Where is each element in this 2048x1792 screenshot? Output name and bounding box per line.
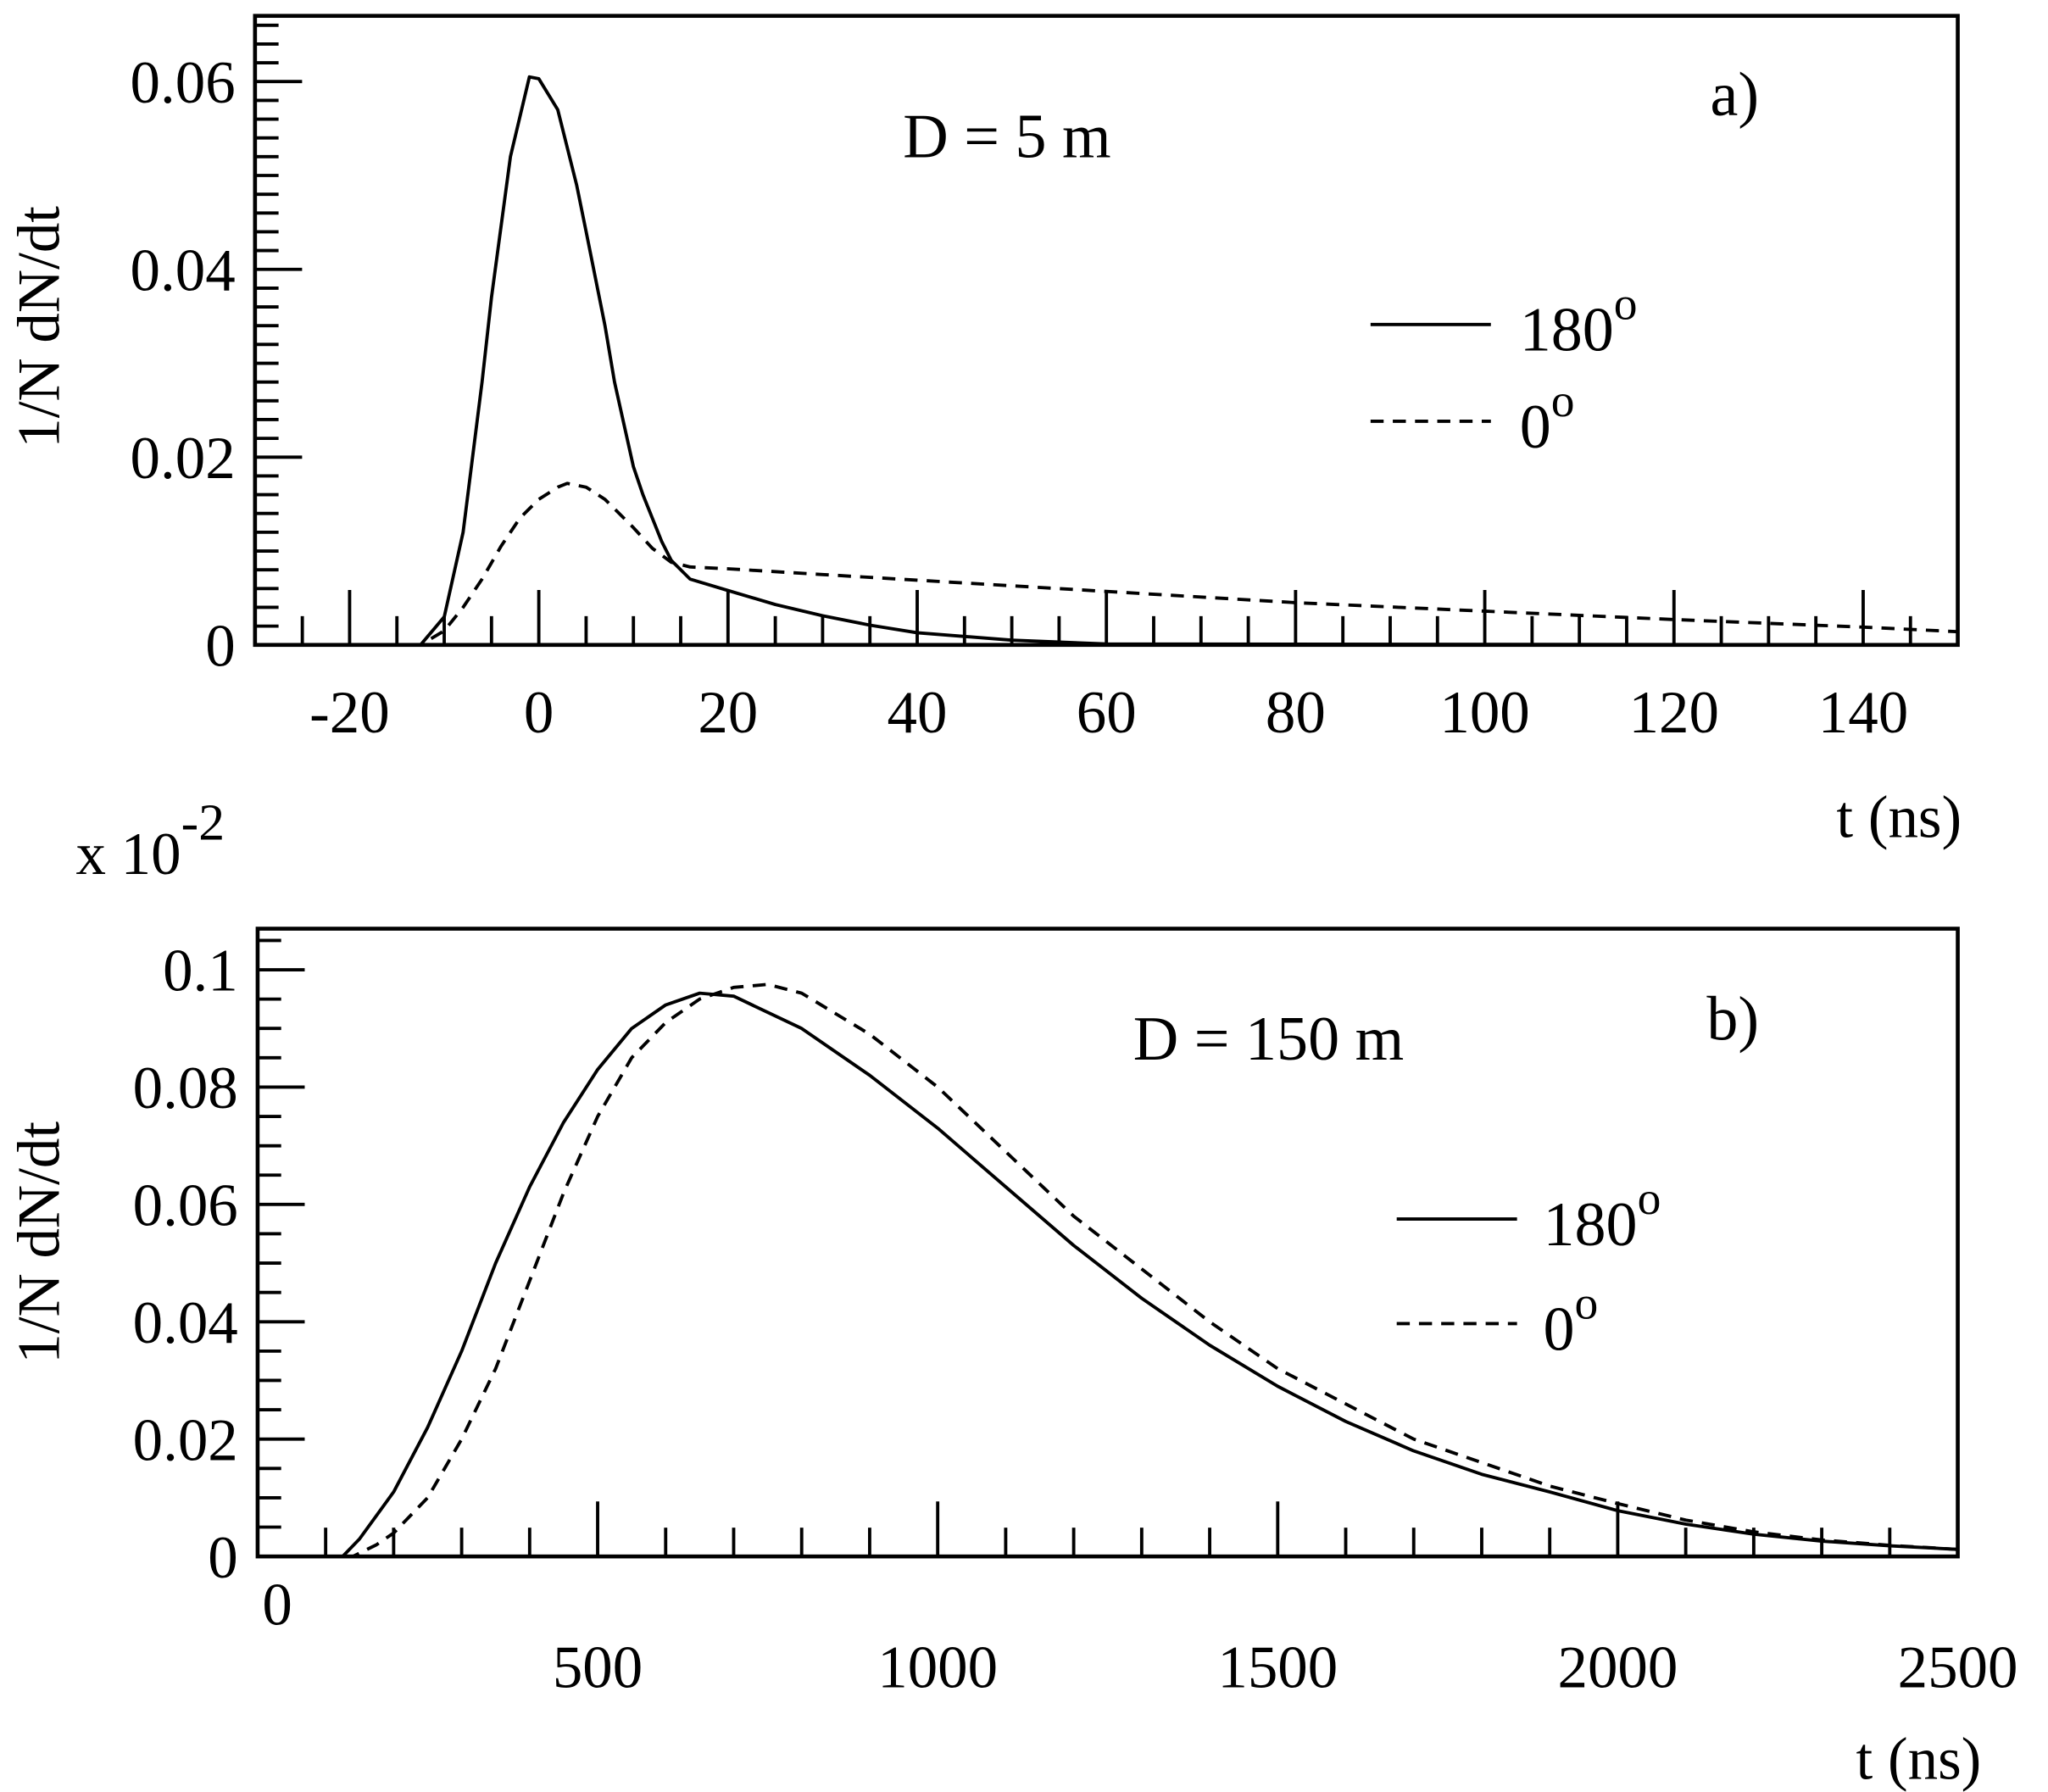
series-line-0deg [257, 982, 1958, 1559]
panel-a: -20 0 20 40 60 80 100 120 140 0 0.02 0.04 0.06 t (ns)… [6, 14, 1962, 851]
y-axis-title: 1/N dN/dt [6, 1121, 72, 1364]
legend-label: 180o [1520, 279, 1638, 365]
legend-label: 0o [1543, 1277, 1598, 1364]
series-line-180deg [254, 75, 1958, 647]
x-axis-title: t (ns) [1856, 1726, 1982, 1792]
y-scale-note: x 10-2 [75, 794, 225, 888]
y-tick-label: 0.04 [133, 1290, 238, 1356]
legend-label: 180o [1543, 1173, 1661, 1260]
x-tick-label: 1000 [877, 1634, 998, 1700]
y-tick-label: 0.06 [133, 1173, 238, 1239]
y-tick-label: 0.02 [131, 426, 236, 492]
panel-label: a) [1711, 60, 1760, 130]
y-tick-label: 0.06 [131, 50, 236, 116]
x-tick-label: 140 [1818, 680, 1908, 746]
x-tick-label: 120 [1629, 680, 1719, 746]
y-tick-label: 0.02 [133, 1407, 238, 1473]
x-tick-label: 500 [553, 1634, 643, 1700]
x-tick-label: 60 [1077, 680, 1137, 746]
x-tick-label: 0 [262, 1572, 292, 1638]
series-line-0deg [254, 481, 1958, 647]
x-tick-label: 80 [1266, 680, 1326, 746]
x-tick-label: 2000 [1557, 1634, 1678, 1700]
x-tick-label: 1500 [1217, 1634, 1338, 1700]
plot-frame [255, 927, 1960, 1559]
legend-label: 0o [1520, 376, 1575, 462]
x-tick-label: 20 [698, 680, 758, 746]
panel-b: 0 500 1000 1500 2000 2500 0 0.02 0.04 0.06 0.08 0.1… [6, 927, 2018, 1792]
x-tick-label: 0 [524, 680, 554, 746]
distance-annotation: D = 150 m [1133, 1005, 1404, 1074]
x-tick-label: 2500 [1898, 1634, 2018, 1700]
y-tick-label: 0 [208, 1525, 237, 1591]
x-tick-label: 100 [1439, 680, 1529, 746]
x-tick-label: -20 [309, 680, 390, 746]
series-line-180deg [257, 991, 1958, 1559]
y-tick-label: 0.08 [133, 1055, 238, 1121]
distance-annotation: D = 5 m [903, 102, 1110, 171]
x-axis-title: t (ns) [1836, 785, 1962, 851]
y-tick-label: 0.04 [131, 237, 236, 303]
y-axis-title: 1/N dN/dt [6, 206, 72, 448]
x-tick-label: 40 [888, 680, 948, 746]
y-tick-label: 0 [205, 613, 235, 679]
y-tick-label: 0.1 [163, 938, 238, 1005]
panel-label: b) [1706, 985, 1759, 1055]
